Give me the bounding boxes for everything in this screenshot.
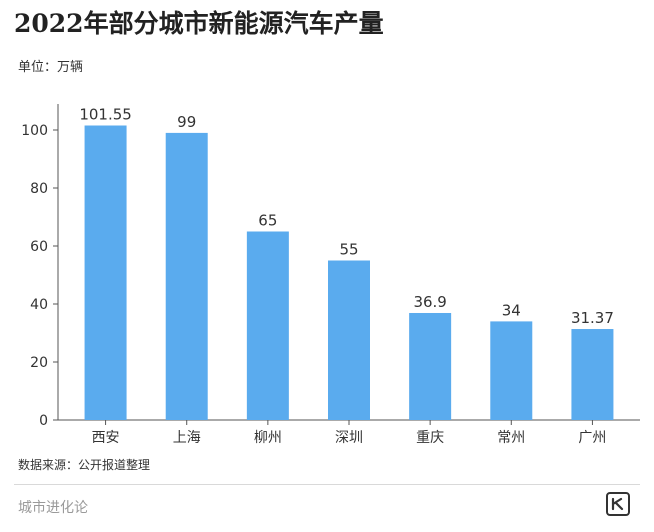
x-tick-label: 常州 [497, 430, 525, 446]
bar [84, 125, 127, 420]
data-label: 36.9 [413, 293, 446, 311]
y-tick-label: 60 [30, 239, 48, 255]
brand-name: 城市进化论 [18, 500, 88, 516]
y-tick-label: 0 [39, 413, 48, 429]
y-tick-label: 100 [21, 123, 48, 139]
data-label: 34 [502, 301, 521, 319]
x-tick-label: 柳州 [254, 429, 282, 446]
data-label: 55 [339, 241, 358, 259]
data-label: 31.37 [571, 309, 614, 327]
bar [328, 260, 370, 420]
y-tick-label: 20 [30, 355, 48, 371]
bar [490, 321, 533, 420]
bar [246, 231, 289, 420]
x-tick-label: 深圳 [335, 430, 363, 446]
divider [14, 484, 640, 485]
x-tick-label: 西安 [92, 430, 120, 446]
data-label: 99 [177, 113, 196, 131]
x-tick-label: 广州 [578, 430, 606, 446]
bar [409, 312, 452, 420]
y-tick-label: 80 [30, 181, 48, 197]
data-label: 101.55 [79, 106, 132, 124]
bar [571, 329, 614, 420]
unit-label: 单位：万辆 [18, 60, 84, 75]
source-note: 数据来源：公开报道整理 [18, 458, 151, 472]
x-tick-label: 上海 [173, 430, 201, 446]
bar [165, 132, 208, 420]
x-tick-label: 重庆 [416, 430, 444, 446]
bar-chart: 0 20 40 60 80 100 101.55 西安 99 上海 65 柳州 55 深圳 36.9 重庆 34… [21, 104, 640, 446]
chart-title: 2022年部分城市新能源汽车产量 [14, 9, 384, 38]
brand-logo-icon [606, 492, 630, 516]
data-label: 65 [258, 212, 277, 230]
y-tick-label: 40 [30, 297, 48, 313]
